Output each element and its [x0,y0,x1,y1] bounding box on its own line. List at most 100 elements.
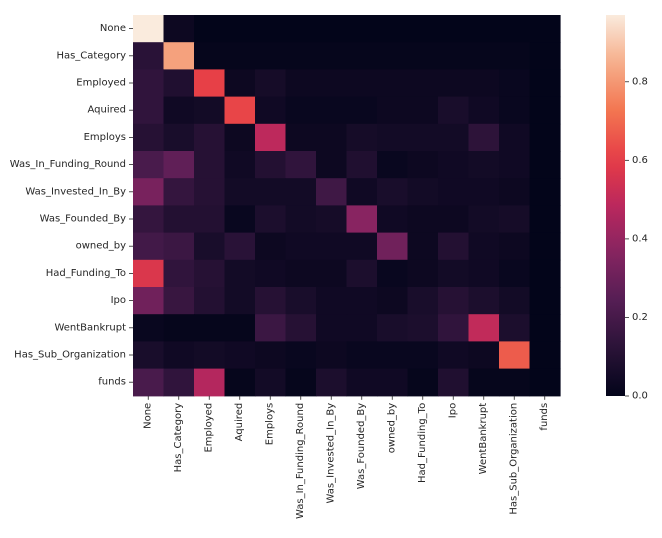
heatmap-cell [316,15,348,43]
heatmap-cell [438,178,470,206]
heatmap-cell [224,232,256,261]
heatmap-cell [438,314,470,342]
colorbar-tick-label: 0.6 [632,155,648,166]
heatmap-cell [133,178,165,206]
heatmap-cell [255,42,287,70]
heatmap-cell [163,368,195,397]
heatmap-cell [499,151,531,179]
heatmap-cell [285,151,317,179]
heatmap-cell [468,96,500,125]
heatmap-cell [438,42,470,70]
heatmap-cell [255,123,287,152]
heatmap-cell [468,368,500,397]
heatmap-cell [316,341,348,370]
column-tick-label: Aquired [234,403,245,442]
heatmap-cell [255,69,287,98]
row-tick-label: Has_Category [56,50,126,61]
heatmap-cell [529,287,561,315]
heatmap-cell [255,232,287,261]
heatmap-cell [255,15,287,43]
heatmap-cell [224,341,256,370]
row-tick-label: WentBankrupt [54,322,126,333]
heatmap-cell [224,287,256,315]
heatmap-cell [529,314,561,342]
heatmap-cell [133,341,165,370]
heatmap-cell [255,259,287,288]
heatmap-cell [133,96,165,125]
heatmap-cell [407,314,439,342]
heatmap-cell [285,15,317,43]
heatmap-cell [529,69,561,98]
heatmap-cell [194,287,226,315]
heatmap-cell [529,205,561,234]
heatmap-cell [377,15,409,43]
heatmap-cell [163,42,195,70]
heatmap-cell [255,178,287,206]
heatmap-cell [499,287,531,315]
colorbar-tick-label: 0.2 [632,312,648,323]
heatmap-cell [529,178,561,206]
heatmap-cell [194,178,226,206]
heatmap-cell [163,178,195,206]
heatmap-cell [407,96,439,125]
heatmap-cell [407,42,439,70]
heatmap-cell [285,259,317,288]
heatmap-cell [133,123,165,152]
heatmap-cell [163,123,195,152]
heatmap-cell [224,368,256,397]
heatmap-cell [377,96,409,125]
heatmap-cell [438,123,470,152]
heatmap-cell [285,178,317,206]
column-tick-label: Was_Founded_By [356,403,367,489]
heatmap-cell [255,314,287,342]
heatmap-cell [285,287,317,315]
heatmap-cell [224,123,256,152]
heatmap-cell [529,151,561,179]
column-tick-label: Was_In_Funding_Round [295,403,306,519]
heatmap-cell [468,341,500,370]
colorbar: 0.0 0.2 0.4 0.6 0.8 [606,15,648,402]
row-tick-label: funds [98,377,126,388]
heatmap-cell [285,42,317,70]
heatmap-cell [285,368,317,397]
heatmap-cell [163,341,195,370]
heatmap-cell [468,123,500,152]
heatmap-cell [438,96,470,125]
heatmap-cell [346,368,378,397]
heatmap-cell [407,232,439,261]
heatmap-cell [194,69,226,98]
column-tick-label: Employed [204,403,215,453]
colorbar-tick-label: 0.8 [632,76,648,87]
heatmap-cell [316,123,348,152]
column-tick-label: owned_by [387,403,398,453]
heatmap-cell [163,259,195,288]
heatmap-cell [407,151,439,179]
heatmap-cell [468,178,500,206]
heatmap-cell [255,96,287,125]
heatmap-cell [346,205,378,234]
heatmap-cell [285,96,317,125]
heatmap-cell [346,69,378,98]
heatmap-cell [407,205,439,234]
heatmap-cell [224,15,256,43]
heatmap-cell [438,368,470,397]
heatmap-cell [224,205,256,234]
column-tick-label: funds [539,403,550,431]
heatmap-cell [468,287,500,315]
heatmap-cell [316,314,348,342]
row-tick-label: None [100,23,126,34]
row-tick-label: Was_Founded_By [40,214,126,225]
colorbar-tick-label: 0.0 [632,391,648,402]
heatmap-cell [377,314,409,342]
heatmap-cell [194,205,226,234]
column-tick-label: WentBankrupt [478,403,489,475]
column-tick-label: Had_Funding_To [417,403,428,483]
heatmap-cell [194,314,226,342]
heatmap-cell [438,151,470,179]
heatmap-cell [499,341,531,370]
heatmap-cell [377,123,409,152]
heatmap-cell [163,69,195,98]
heatmap-cell [438,205,470,234]
heatmap-cell [346,96,378,125]
row-tick-label: owned_by [76,241,126,252]
